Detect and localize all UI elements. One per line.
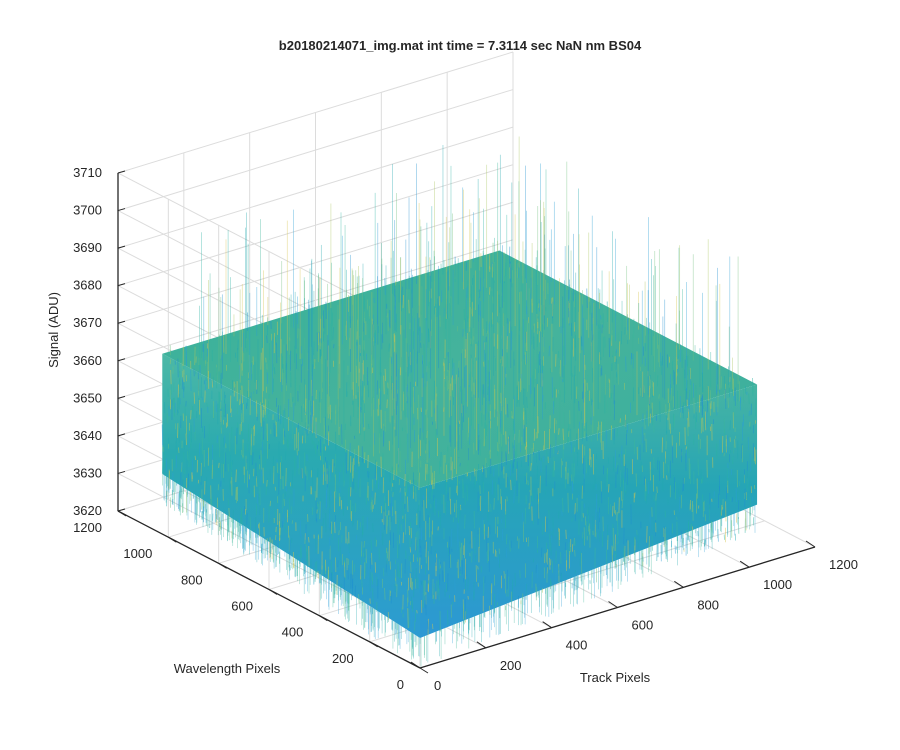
- axes: [117, 170, 816, 674]
- x-tick: [674, 580, 684, 588]
- y-axis-label: Wavelength Pixels: [174, 661, 281, 676]
- y-tick-label: 0: [397, 677, 404, 692]
- z-tick: [117, 320, 126, 324]
- z-tick-label: 3710: [73, 165, 102, 180]
- y-tick: [168, 536, 177, 543]
- z-tick: [117, 358, 126, 362]
- x-tick: [476, 641, 487, 649]
- y-tick: [218, 562, 227, 569]
- chart-title: b20180214071_img.mat int time = 7.3114 s…: [279, 38, 642, 53]
- y-tick: [268, 589, 278, 595]
- y-tick-label: 1000: [123, 546, 152, 561]
- z-tick-label: 3650: [73, 390, 102, 405]
- z-tick: [117, 208, 126, 212]
- z-tick-label: 3630: [73, 465, 102, 480]
- tick-labels: 3620 3630 3640 3650 3660 3670 3680 3690 3700 3710…: [73, 165, 858, 693]
- y-tick: [319, 615, 328, 622]
- x-tick: [410, 661, 421, 669]
- z-axis-label: Signal (ADU): [46, 292, 61, 368]
- z-tick: [117, 395, 126, 399]
- x-tick-label: 600: [632, 618, 654, 633]
- x-tick: [805, 540, 816, 548]
- z-tick: [117, 170, 126, 174]
- z-tick-label: 3700: [73, 203, 102, 218]
- y-tick-label: 800: [181, 572, 203, 587]
- x-axis-label: Track Pixels: [580, 670, 651, 685]
- surface: [161, 136, 758, 667]
- y-tick-label: 1200: [73, 520, 102, 535]
- z-tick-label: 3620: [73, 503, 102, 518]
- x-tick: [542, 621, 552, 629]
- x-tick-label: 0: [434, 678, 441, 693]
- y-tick: [419, 667, 429, 674]
- z-tick: [117, 283, 126, 287]
- x-tick-label: 400: [566, 638, 588, 653]
- surface-noise: [161, 136, 757, 667]
- z-tick-label: 3680: [73, 278, 102, 293]
- z-tick-label: 3690: [73, 240, 102, 255]
- x-tick: [739, 560, 750, 568]
- x-tick-label: 1000: [763, 577, 792, 592]
- z-tick-label: 3670: [73, 315, 102, 330]
- x-tick: [608, 601, 618, 608]
- y-tick-label: 400: [282, 625, 304, 640]
- x-tick-label: 1200: [829, 557, 858, 572]
- z-tick: [117, 508, 126, 512]
- z-tick: [117, 470, 126, 474]
- x-tick-label: 800: [697, 597, 719, 612]
- x-tick-label: 200: [500, 658, 522, 673]
- y-tick-label: 600: [231, 599, 253, 614]
- z-tick: [117, 245, 126, 249]
- y-tick: [369, 641, 378, 648]
- y-tick-label: 200: [332, 651, 354, 666]
- z-tick: [117, 433, 126, 437]
- y-tick: [117, 510, 127, 517]
- z-tick-label: 3660: [73, 353, 102, 368]
- z-tick-label: 3640: [73, 428, 102, 443]
